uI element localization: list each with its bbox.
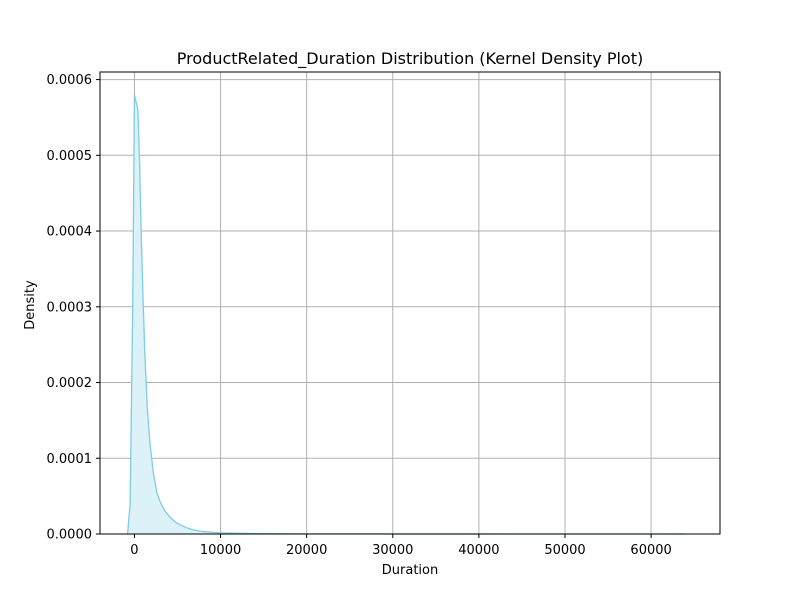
chart-title: ProductRelated_Duration Distribution (Ke… xyxy=(177,49,643,69)
x-tick-label: 30000 xyxy=(372,543,413,558)
y-axis-ticks: 0.0000 0.0001 0.0002 0.0003 0.0004 0.0005 0.00… xyxy=(47,73,100,543)
x-tick-label: 10000 xyxy=(200,543,241,558)
x-axis-ticks: 0 10000 20000 30000 40000 50000 60000 xyxy=(130,534,672,558)
y-tick-label: 0.0006 xyxy=(47,73,93,88)
x-tick-label: 20000 xyxy=(286,543,327,558)
y-tick-label: 0.0000 xyxy=(47,528,93,543)
x-tick-label: 50000 xyxy=(544,543,585,558)
x-tick-label: 40000 xyxy=(458,543,499,558)
grid-layer xyxy=(100,72,720,535)
y-tick-label: 0.0003 xyxy=(47,300,93,315)
y-tick-label: 0.0004 xyxy=(47,225,93,240)
plot-area-frame xyxy=(99,71,721,535)
x-tick-label: 0 xyxy=(130,543,138,558)
y-tick-label: 0.0005 xyxy=(47,149,93,164)
y-tick-label: 0.0002 xyxy=(47,376,93,391)
y-axis-label: Density xyxy=(23,280,38,330)
x-axis-label: Duration xyxy=(382,563,438,578)
x-tick-label: 60000 xyxy=(630,543,671,558)
y-tick-label: 0.0001 xyxy=(47,452,93,467)
